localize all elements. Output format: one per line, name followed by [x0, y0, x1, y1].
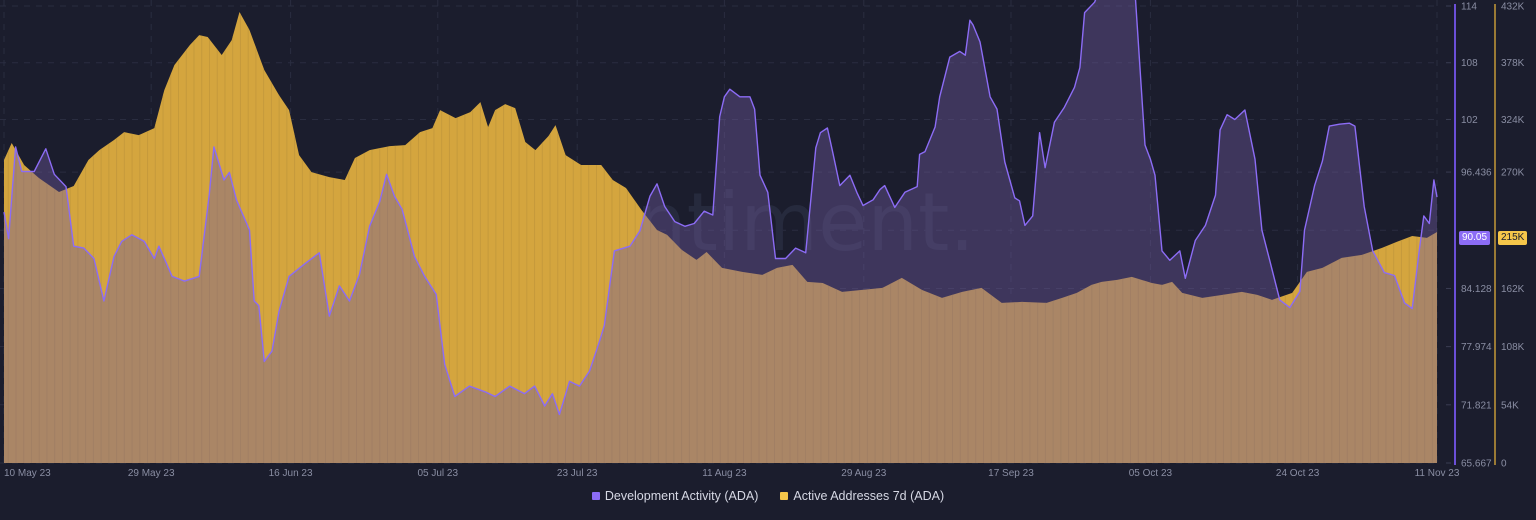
dev-activity-current-value-badge: 90.05 [1459, 231, 1491, 245]
y-tick-label: 0 [1501, 459, 1507, 470]
y-tick-label: 71.821 [1461, 400, 1492, 411]
x-axis-ticks: 10 May 23 29 May 23 16 Jun 23 05 Jul 23 23 J… [4, 468, 1460, 479]
y-axis-dev-activity-ticks: 114 108 102 96.436 84.128 77.974 71.821 65.667 [1446, 2, 1492, 470]
y-axis-active-addresses-ticks: 432K 378K 324K 270K 162K 108K 54K 0 [1501, 2, 1525, 470]
legend: Development Activity (ADA) Active Addres… [0, 489, 1536, 503]
legend-label: Active Addresses 7d (ADA) [793, 489, 945, 503]
y-tick-label: 54K [1501, 400, 1519, 411]
active-addresses-current-value-badge: 215K [1498, 231, 1528, 245]
x-tick-label: 05 Oct 23 [1129, 468, 1173, 479]
y-tick-label: 108 [1461, 58, 1478, 69]
x-tick-label: 16 Jun 23 [269, 468, 313, 479]
y-tick-label: 77.974 [1461, 342, 1492, 353]
x-tick-label: 05 Jul 23 [417, 468, 458, 479]
active-addresses-series [4, 12, 1437, 463]
y-tick-label: 65.667 [1461, 459, 1492, 470]
y-tick-label: 108K [1501, 342, 1525, 353]
legend-swatch-active-addresses [780, 492, 789, 500]
y-tick-label: 114 [1461, 2, 1477, 13]
active-addresses-bar-texture [4, 12, 1437, 463]
legend-label: Development Activity (ADA) [604, 489, 759, 503]
y-tick-label: 102 [1461, 115, 1478, 126]
y-tick-label: 324K [1501, 115, 1525, 126]
y-tick-label: 162K [1501, 284, 1525, 295]
dev-activity-area [4, 0, 1437, 463]
x-tick-label: 11 Nov 23 [1415, 468, 1460, 479]
x-tick-label: 11 Aug 23 [702, 468, 747, 479]
x-tick-label: 17 Sep 23 [988, 468, 1034, 479]
legend-item-dev-activity[interactable]: Development Activity (ADA) [591, 489, 759, 503]
x-tick-label: 29 May 23 [128, 468, 175, 479]
dev-activity-line [3, 0, 1438, 416]
dev-activity-series [3, 0, 1438, 463]
y-tick-label: 96.436 [1461, 168, 1492, 179]
x-tick-label: 29 Aug 23 [841, 468, 886, 479]
y-tick-label: 378K [1501, 58, 1525, 69]
legend-item-active-addresses[interactable]: Active Addresses 7d (ADA) [780, 489, 944, 503]
x-tick-label: 24 Oct 23 [1276, 468, 1320, 479]
y-tick-label: 84.128 [1461, 284, 1492, 295]
axes [1454, 4, 1496, 465]
x-tick-label: 10 May 23 [4, 468, 51, 479]
legend-swatch-dev-activity [591, 492, 600, 500]
y-tick-label: 432K [1501, 2, 1525, 13]
y-tick-label: 270K [1501, 168, 1525, 179]
x-tick-label: 23 Jul 23 [557, 468, 598, 479]
